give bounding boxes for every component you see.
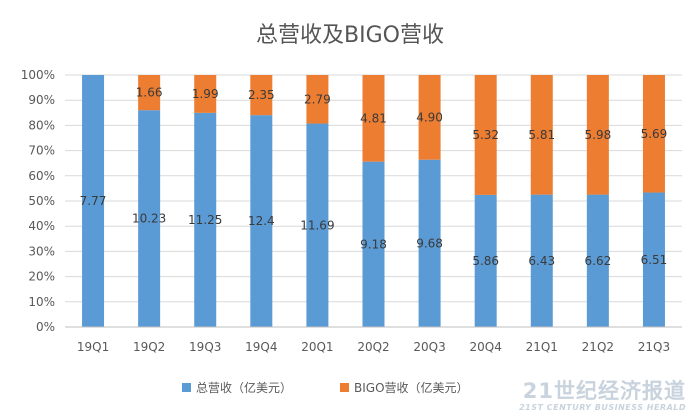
x-tick-label: 21Q2 (582, 340, 614, 354)
data-label-total-revenue: 6.62 (585, 254, 612, 268)
y-tick-label: 0% (36, 320, 55, 334)
legend-swatch-bigo-revenue (340, 383, 349, 392)
bar-bigo-revenue (586, 75, 609, 195)
legend-label-bigo-revenue: BIGO营收（亿美元） (354, 380, 469, 395)
data-label-total-revenue: 11.69 (300, 218, 334, 232)
x-tick-label: 21Q1 (526, 340, 558, 354)
data-label-total-revenue: 9.68 (416, 236, 443, 250)
bar-total-revenue (306, 123, 329, 327)
y-tick-label: 50% (28, 194, 55, 208)
bar-total-revenue (418, 159, 441, 327)
data-label-bigo-revenue: 2.35 (248, 88, 275, 102)
data-label-total-revenue: 5.86 (472, 254, 499, 268)
y-tick-label: 80% (28, 118, 55, 132)
y-axis: 0% 10% 20% 30% 40% 50% 60% 70% 80% 90% 100% (21, 68, 55, 334)
data-label-bigo-revenue: 1.99 (192, 87, 219, 101)
bar-total-revenue (138, 110, 161, 328)
bar-total-revenue (642, 192, 665, 327)
x-tick-label: 20Q2 (357, 340, 389, 354)
x-tick-label: 19Q1 (77, 340, 109, 354)
chart-title: 总营收及BIGO营收 (256, 23, 444, 48)
y-tick-label: 100% (21, 68, 55, 82)
y-tick-label: 10% (28, 295, 55, 309)
data-label-bigo-revenue: 2.79 (304, 92, 331, 106)
legend: 总营收（亿美元） BIGO营收（亿美元） (182, 380, 469, 395)
bar-bigo-revenue (642, 75, 665, 193)
bar-bigo-revenue (474, 75, 497, 195)
x-tick-label: 20Q1 (301, 340, 333, 354)
x-tick-label: 20Q4 (470, 340, 502, 354)
bar-total-revenue (250, 115, 273, 327)
data-label-bigo-revenue: 1.66 (136, 86, 163, 100)
y-tick-label: 90% (28, 93, 55, 107)
bar-bigo-revenue (362, 75, 385, 162)
data-label-bigo-revenue: 5.32 (472, 128, 499, 142)
data-label-bigo-revenue: 4.81 (360, 111, 387, 125)
watermark-logo: 21世纪经济报道 21ST CENTURY BUSINESS HERALD (519, 381, 686, 412)
data-label-bigo-revenue: 4.90 (416, 110, 443, 124)
data-label-total-revenue: 9.18 (360, 237, 387, 251)
bar-bigo-revenue (250, 75, 273, 116)
watermark-sub-text: 21ST CENTURY BUSINESS HERALD (519, 403, 686, 412)
data-label-total-revenue: 12.4 (248, 214, 275, 228)
data-label-total-revenue: 10.23 (132, 212, 166, 226)
bar-bigo-revenue (306, 75, 329, 124)
bar-total-revenue (82, 75, 105, 327)
data-label-total-revenue: 7.77 (80, 194, 107, 208)
data-label-total-revenue: 6.51 (641, 253, 668, 267)
legend-label-total-revenue: 总营收（亿美元） (196, 380, 292, 395)
data-label-total-revenue: 6.43 (528, 254, 555, 268)
x-tick-label: 19Q3 (189, 340, 221, 354)
y-tick-label: 70% (28, 144, 55, 158)
bar-total-revenue (474, 194, 497, 327)
x-tick-label: 19Q2 (133, 340, 165, 354)
x-tick-label: 21Q3 (638, 340, 670, 354)
y-tick-label: 40% (28, 219, 55, 233)
bar-total-revenue (586, 194, 609, 327)
data-label-total-revenue: 11.25 (188, 213, 222, 227)
bar-total-revenue (194, 112, 217, 327)
bar-bigo-revenue (530, 75, 553, 195)
x-axis: 19Q1 19Q2 19Q3 19Q4 20Q1 20Q2 20Q3 20Q4 21Q1 21Q2… (65, 326, 682, 354)
y-tick-label: 30% (28, 244, 55, 258)
data-label-bigo-revenue: 5.81 (528, 128, 555, 142)
data-label-bigo-revenue: 5.69 (641, 127, 668, 141)
x-tick-label: 19Q4 (245, 340, 277, 354)
y-tick-label: 20% (28, 270, 55, 284)
bar-bigo-revenue (194, 75, 217, 113)
x-tick-label: 20Q3 (413, 340, 445, 354)
bar-bigo-revenue (138, 75, 161, 111)
data-label-bigo-revenue: 5.98 (585, 128, 612, 142)
y-tick-label: 60% (28, 169, 55, 183)
bar-bigo-revenue (418, 75, 441, 160)
bar-total-revenue (362, 161, 385, 327)
bars: 7.77 10.23 1.66 11.25 1.99 12.4 2.35 11.69 2.79 9… (80, 75, 668, 328)
legend-swatch-total-revenue (182, 383, 191, 392)
bar-total-revenue (530, 194, 553, 327)
watermark-main-text: 21世纪经济报道 (522, 379, 686, 403)
